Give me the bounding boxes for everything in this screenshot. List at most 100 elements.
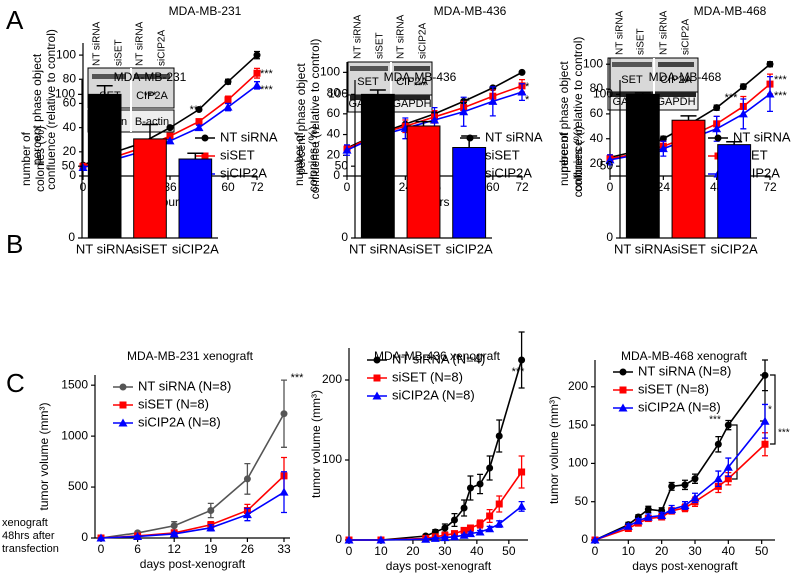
- x-tick-label: 30: [688, 544, 702, 558]
- x-tick-label: 60: [221, 180, 235, 194]
- annotation: ***: [778, 428, 790, 439]
- y-tick-label: 100: [56, 47, 76, 61]
- x-tick-label: 72: [515, 180, 529, 194]
- data-point: [644, 505, 652, 513]
- data-point: [623, 521, 633, 530]
- data-point: [714, 440, 722, 448]
- y-tick-label: 50: [600, 158, 614, 172]
- chart-title: MDA-MB-231 xenograft: [127, 349, 254, 363]
- legend-label: siCIP2A (N=8): [392, 387, 475, 402]
- data-point: [253, 69, 261, 77]
- legend-marker: [373, 356, 381, 364]
- data-point: [166, 132, 174, 140]
- annotation: *: [525, 94, 530, 106]
- x-tick-label: 0: [80, 180, 87, 194]
- annotation: xenograft: [2, 517, 48, 529]
- data-point: [713, 104, 721, 112]
- x-tick-label: 40: [470, 544, 484, 558]
- data-point: [738, 109, 748, 118]
- legend-label: siSET: [220, 147, 255, 162]
- y-axis-label: confluence (relative to control): [308, 39, 322, 200]
- error-bar: [461, 135, 478, 148]
- y-axis-label: number of: [557, 131, 571, 186]
- y-tick-label: 0: [69, 168, 76, 182]
- data-point: [242, 510, 252, 519]
- legend-label: siSET (N=8): [138, 396, 209, 411]
- y-tick-label: 20: [590, 156, 604, 170]
- data-point: [280, 410, 288, 418]
- data-point: [765, 89, 775, 98]
- annotation: NT siRNA: [92, 21, 103, 66]
- chart-title: MDA-MB-231: [169, 4, 242, 18]
- legend-label: siSET (N=8): [638, 381, 709, 396]
- data-point: [658, 144, 668, 153]
- data-point: [760, 416, 770, 425]
- data-point: [194, 123, 204, 132]
- annotation: GAPDH: [656, 96, 695, 108]
- y-tick-label: 80: [63, 71, 77, 85]
- y-tick-label: 0: [341, 230, 348, 244]
- y-tick-label: 50: [575, 494, 589, 508]
- legend-label: NT siRNA: [733, 129, 791, 144]
- data-point: [430, 533, 440, 542]
- error-bar: [369, 89, 386, 95]
- annotation: ***: [190, 104, 204, 116]
- data-point: [680, 501, 690, 510]
- y-axis-label: percent phase object: [557, 61, 571, 173]
- legend-marker: [373, 374, 381, 382]
- annotation: CIP2A: [660, 74, 692, 86]
- annotation: NT siRNA: [659, 10, 670, 55]
- data-point: [605, 155, 615, 164]
- chart-title: MDA-MB-436 xenograft: [374, 349, 501, 363]
- y-tick-label: 100: [322, 452, 342, 466]
- bracket: [732, 424, 738, 480]
- y-tick-label: 80: [327, 85, 341, 99]
- annotation: siSET: [375, 32, 386, 59]
- error-bar: [187, 152, 204, 159]
- annotation: ***: [774, 90, 788, 102]
- data-point: [252, 80, 262, 89]
- y-axis-label: confluence (relative to control): [44, 29, 58, 190]
- chart: 0 500 1000 1500 MDA-MB-231 xenograft tumor vo…: [2, 349, 304, 571]
- y-tick-label: 60: [63, 96, 77, 110]
- data-point: [633, 516, 643, 525]
- blot-band: [658, 62, 694, 67]
- x-tick-label: 33: [277, 542, 291, 556]
- blot-band: [350, 66, 388, 71]
- error-bar: [96, 84, 113, 95]
- data-point: [517, 501, 527, 510]
- annotation: transfection: [2, 543, 59, 555]
- x-tick-label: siSET: [133, 241, 168, 256]
- data-point: [739, 83, 747, 91]
- x-tick-label: 20: [406, 544, 420, 558]
- data-point: [440, 533, 450, 542]
- annotation: ***: [144, 90, 158, 102]
- data-point: [659, 135, 667, 143]
- blot-band: [92, 74, 126, 79]
- series-line: [594, 443, 766, 541]
- data-point: [430, 115, 439, 124]
- y-tick-label: 60: [590, 106, 604, 120]
- data-point: [761, 371, 769, 379]
- y-tick-label: 0: [581, 532, 588, 546]
- data-point: [494, 519, 504, 528]
- data-point: [450, 516, 458, 524]
- x-tick-label: 0: [346, 544, 353, 558]
- chart-title: MDA-MB-468: [649, 70, 722, 84]
- x-axis-label: days post-xenograft: [386, 559, 492, 573]
- series-line: [100, 475, 285, 539]
- annotation: siCIP2A: [157, 30, 168, 66]
- data-point: [476, 520, 484, 528]
- data-point: [657, 510, 667, 519]
- data-point: [466, 524, 474, 532]
- x-tick-label: 50: [502, 544, 516, 558]
- annotation: NT siRNA: [396, 14, 407, 59]
- annotation: ***: [260, 68, 274, 80]
- x-tick-label: siSET: [671, 241, 706, 256]
- data-point: [421, 534, 431, 543]
- blot-band: [612, 62, 652, 67]
- y-axis-label: colonies (%): [306, 126, 320, 192]
- y-tick-label: 50: [62, 158, 76, 172]
- data-point: [206, 523, 216, 532]
